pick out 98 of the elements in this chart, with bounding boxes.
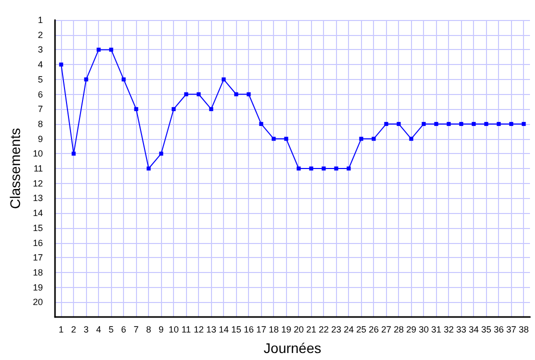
point: [96, 48, 101, 52]
x-tick-label: 36: [494, 324, 504, 334]
point: [209, 107, 214, 112]
x-tick-label: 33: [456, 324, 466, 334]
y-tick-label: 20: [32, 297, 43, 308]
point: [509, 122, 514, 126]
x-tick-label: 25: [356, 324, 366, 334]
point: [284, 136, 288, 141]
x-tick-label: 8: [146, 324, 152, 334]
point: [309, 166, 314, 170]
y-tick-label: 15: [32, 222, 43, 233]
x-tick-label: 14: [218, 324, 229, 334]
point: [472, 122, 476, 126]
point: [296, 166, 301, 170]
point: [222, 77, 226, 82]
point: [446, 122, 451, 126]
x-tick-label: 15: [231, 324, 242, 334]
y-tick-label: 12: [32, 178, 43, 188]
point: [184, 92, 188, 96]
x-tick-label: 11: [182, 324, 191, 334]
point: [459, 122, 464, 126]
y-tick-label: 3: [38, 44, 43, 55]
point: [159, 152, 164, 156]
x-tick-label: 35: [481, 324, 492, 334]
y-tick-label: 18: [32, 267, 43, 278]
point: [384, 122, 388, 126]
x-tick-label: 16: [244, 324, 254, 334]
point: [134, 107, 138, 112]
x-axis-title: Journées: [264, 340, 322, 356]
x-tick-label: 19: [281, 324, 292, 334]
x-tick-label: 7: [134, 324, 139, 334]
y-tick-label: 19: [32, 282, 43, 292]
point: [522, 122, 526, 126]
y-tick-label: 17: [32, 252, 43, 263]
x-tick-label: 3: [84, 324, 89, 334]
y-tick-label: 14: [32, 208, 43, 218]
point: [359, 136, 364, 141]
point: [396, 122, 401, 126]
y-tick-label: 2: [38, 30, 43, 40]
y-tick-label: 9: [38, 134, 43, 144]
x-tick-label: 28: [394, 324, 404, 334]
point: [322, 166, 326, 170]
point: [422, 122, 426, 126]
x-tick-label: 4: [96, 324, 102, 334]
x-tick-label: 26: [368, 324, 379, 334]
x-tick-label: 13: [206, 324, 216, 334]
x-tick-label: 24: [344, 324, 354, 334]
x-tick-label: 31: [431, 324, 442, 334]
y-axis-title: Classements: [7, 128, 23, 209]
x-tick-label: 22: [318, 324, 329, 334]
x-tick-label: 6: [121, 324, 126, 334]
y-tick-label: 13: [32, 193, 43, 204]
point: [346, 166, 351, 170]
point: [484, 122, 488, 126]
x-tick-label: 18: [268, 324, 279, 334]
y-tick-label: 4: [38, 60, 43, 70]
x-tick-label: 17: [256, 324, 266, 334]
point: [496, 122, 501, 126]
y-tick-label: 5: [38, 74, 43, 84]
point: [372, 136, 376, 141]
point: [409, 136, 414, 141]
x-tick-label: 38: [518, 324, 529, 334]
y-tick-label: 1: [38, 15, 43, 25]
point: [246, 92, 251, 96]
x-tick-label: 34: [468, 324, 479, 334]
y-tick-label: 16: [32, 238, 43, 248]
point: [109, 48, 114, 52]
point: [234, 92, 238, 96]
point: [72, 152, 76, 156]
point: [334, 166, 338, 170]
x-tick-label: 29: [406, 324, 416, 334]
y-tick-label: 7: [38, 104, 43, 114]
x-tick-label: 1: [58, 324, 64, 334]
x-tick-label: 20: [294, 324, 304, 334]
x-tick-label: 12: [194, 324, 204, 334]
x-tick-label: 21: [306, 324, 316, 334]
point: [59, 62, 64, 67]
point: [172, 107, 176, 112]
x-tick-label: 32: [444, 324, 454, 334]
x-tick-label: 10: [168, 324, 179, 334]
x-tick-label: 5: [108, 324, 114, 334]
point: [434, 122, 438, 126]
y-tick-label: 8: [38, 118, 43, 129]
point: [196, 92, 201, 96]
x-tick-label: 27: [381, 324, 392, 334]
point: [272, 136, 276, 141]
x-tick-label: 2: [71, 324, 76, 334]
x-tick-label: 30: [418, 324, 429, 334]
y-tick-label: 10: [32, 148, 43, 159]
point: [122, 77, 126, 82]
point: [84, 77, 88, 82]
y-tick-label: 11: [34, 164, 43, 174]
x-tick-label: 9: [158, 324, 164, 334]
x-tick-label: 23: [331, 324, 342, 334]
point: [259, 122, 264, 126]
point: [146, 166, 151, 170]
y-tick-label: 6: [38, 89, 43, 100]
x-tick-label: 37: [506, 324, 516, 334]
